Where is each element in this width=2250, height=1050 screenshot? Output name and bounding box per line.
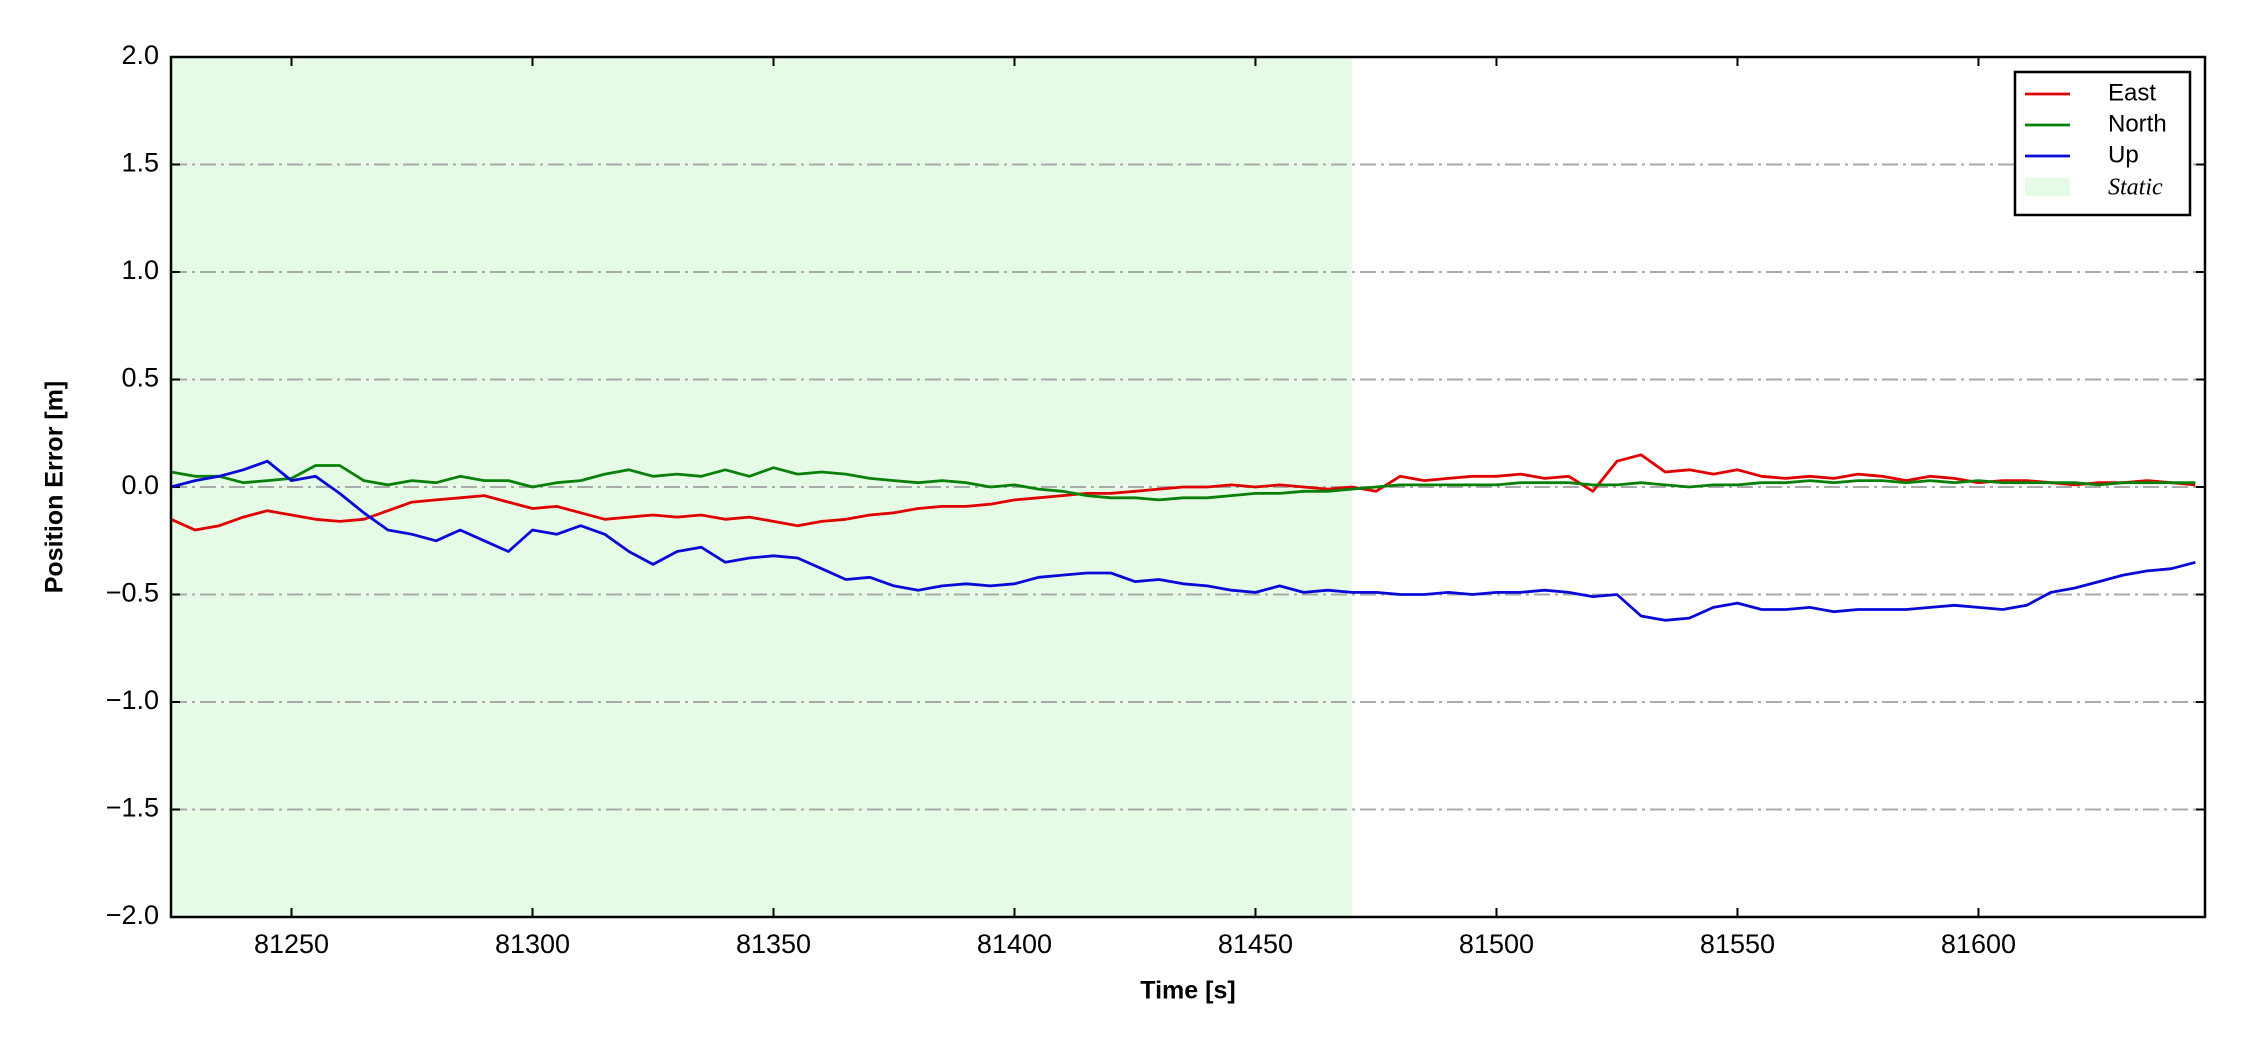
x-tick-label: 81450: [1218, 929, 1293, 959]
series-line: [171, 453, 2196, 532]
y-tick-label: −2.0: [106, 900, 159, 930]
series-line: [171, 459, 2196, 622]
x-tick-label: 81600: [1941, 929, 2016, 959]
y-tick-label: 0.0: [121, 470, 159, 500]
legend-label: Static: [2108, 175, 2163, 201]
y-tick-label: −1.5: [106, 793, 159, 823]
legend-label: North: [2108, 110, 2167, 137]
y-tick-label: 1.5: [121, 148, 159, 178]
y-tick-label: 2.0: [121, 40, 159, 70]
legend-label: Up: [2108, 141, 2139, 168]
x-tick-label: 81550: [1700, 929, 1775, 959]
y-tick-label: 1.0: [121, 255, 159, 285]
x-tick-label: 81250: [254, 929, 329, 959]
y-tick-label: −0.5: [106, 578, 159, 608]
y-tick-label: 0.5: [121, 363, 159, 393]
x-tick-label: 81400: [977, 929, 1052, 959]
plot-frame: [169, 55, 2207, 919]
x-axis-label: Time [s]: [1140, 977, 1235, 1005]
legend-label: East: [2108, 79, 2156, 106]
x-tick-label: 81500: [1459, 929, 1534, 959]
x-tick-label: 81300: [495, 929, 570, 959]
series-line: [171, 464, 2196, 502]
y-tick-label: −1.0: [106, 685, 159, 715]
x-tick-label: 81350: [736, 929, 811, 959]
legend-swatch: [2025, 178, 2070, 196]
y-axis-label: Position Error [m]: [41, 381, 69, 594]
